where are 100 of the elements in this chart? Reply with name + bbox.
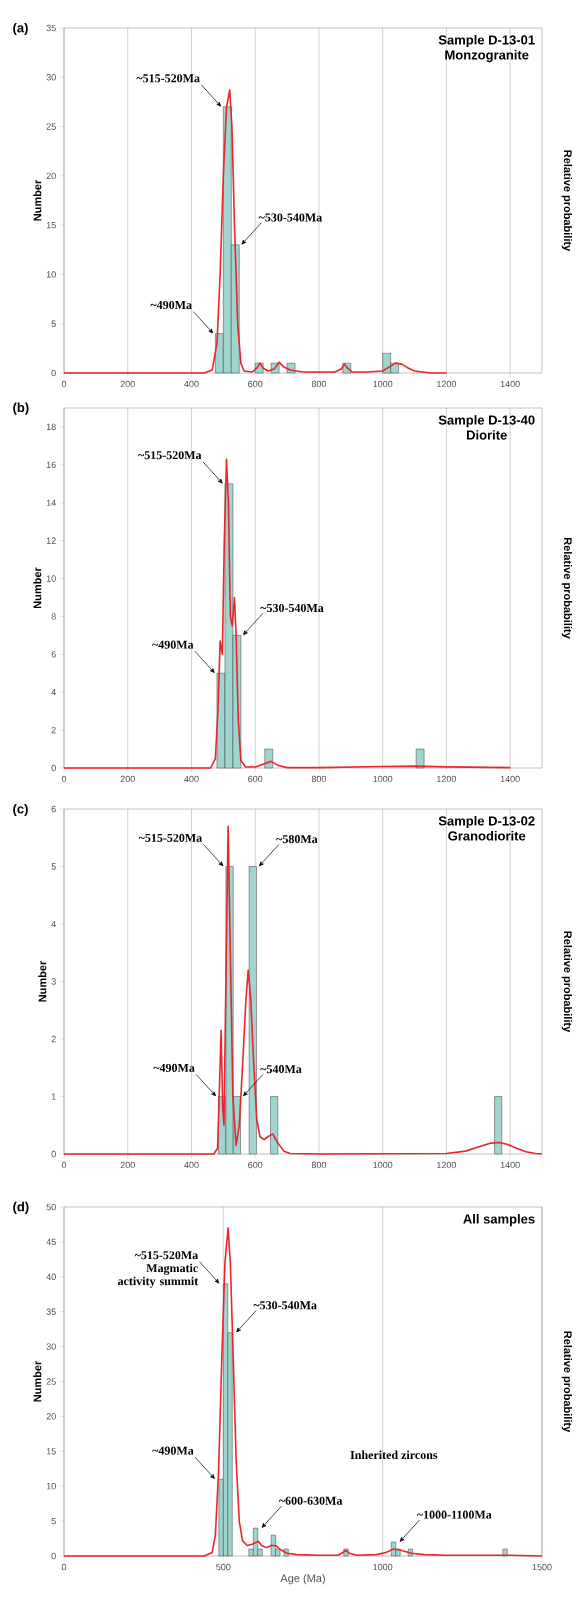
y-tick-label: 12 xyxy=(46,537,56,544)
y-tick-label: 25 xyxy=(46,1378,56,1385)
y-tick-label: 8 xyxy=(51,613,56,620)
annotation: ~530-540Ma xyxy=(258,213,323,222)
y-tick-label: 40 xyxy=(46,1273,56,1280)
y-tick-label: 3 xyxy=(51,978,56,985)
x-tick-label: 0 xyxy=(61,380,67,388)
text: (c) xyxy=(13,803,28,817)
annotation: ~580Ma xyxy=(276,835,318,844)
text: Monzogranite xyxy=(445,49,529,63)
annotation: ~540Ma xyxy=(260,1065,302,1074)
y-tick-label: 6 xyxy=(51,805,56,813)
x-tick-label: 0 xyxy=(61,1563,67,1571)
x-tick-label: 1400 xyxy=(500,775,520,783)
y-tick-label: 10 xyxy=(46,575,56,582)
x-tick-label: 800 xyxy=(311,775,327,783)
x-tick-label: 400 xyxy=(184,380,199,388)
x-tick-label: 1000 xyxy=(373,380,393,388)
x-tick-label: 800 xyxy=(311,1161,327,1169)
line-series xyxy=(63,89,448,374)
x-tick-label: 600 xyxy=(248,775,263,783)
x-tick-label: 1200 xyxy=(437,1161,457,1169)
y-tick-label: 2 xyxy=(51,726,56,734)
text: All samples xyxy=(463,1214,535,1227)
text: (d) xyxy=(13,1201,29,1214)
text: (b) xyxy=(13,402,29,415)
annotation: ~530-540Ma xyxy=(253,1301,317,1310)
y2-axis-title: Relative probability xyxy=(561,538,572,639)
y2-axis-title: Relative probability xyxy=(561,1331,572,1433)
x-tick-label: 0 xyxy=(61,775,67,783)
text: Sample D-13-40 xyxy=(438,415,535,428)
y-tick-label: 30 xyxy=(46,74,56,81)
y-axis-title: Number xyxy=(33,179,42,221)
x-tick-label: 1000 xyxy=(373,775,393,783)
y-tick-label: 15 xyxy=(46,1448,56,1455)
y-tick-label: 10 xyxy=(46,271,56,278)
annotation: ~490Ma xyxy=(153,1063,195,1072)
y2-axis-title: Relative probability xyxy=(561,150,572,252)
annotation: ~1000-1100Ma xyxy=(416,1510,492,1519)
y-tick-label: 0 xyxy=(51,369,56,377)
annotation: ~515-520Ma xyxy=(136,74,200,83)
y-tick-label: 35 xyxy=(46,1308,56,1315)
x-axis-title: Age (Ma) xyxy=(280,1574,325,1585)
y-tick-label: 0 xyxy=(51,1552,56,1560)
y-tick-label: 18 xyxy=(46,423,56,431)
annotation: ~515-520Ma xyxy=(138,451,202,460)
y-tick-label: 14 xyxy=(46,499,56,506)
y-axis-title: Number xyxy=(38,960,47,1002)
y-tick-label: 16 xyxy=(46,461,56,469)
x-tick-label: 1200 xyxy=(437,775,457,783)
annotation: ~600-630Ma xyxy=(278,1496,343,1505)
text: Sample D-13-01 xyxy=(438,34,535,48)
x-tick-label: 600 xyxy=(248,380,263,388)
x-tick-label: 400 xyxy=(184,1161,199,1169)
y-tick-label: 20 xyxy=(46,1413,56,1420)
text: Granodiorite xyxy=(448,830,526,841)
y-tick-label: 30 xyxy=(46,1343,56,1350)
x-tick-label: 200 xyxy=(120,380,135,388)
x-tick-label: 1400 xyxy=(500,1161,520,1169)
x-tick-label: 200 xyxy=(120,775,135,783)
y-tick-label: 6 xyxy=(51,651,56,658)
x-tick-label: 1000 xyxy=(373,1563,393,1571)
y-tick-label: 25 xyxy=(46,123,56,130)
y-tick-label: 2 xyxy=(51,1035,56,1043)
annotation: ~490Ma xyxy=(152,640,194,649)
y-tick-label: 4 xyxy=(51,920,56,928)
annotation: Inherited zircons xyxy=(350,1450,438,1460)
y-tick-label: 0 xyxy=(51,764,56,772)
y-tick-label: 1 xyxy=(51,1093,56,1100)
y-tick-label: 5 xyxy=(51,320,56,327)
y-tick-label: 50 xyxy=(46,1203,56,1211)
y-tick-label: 0 xyxy=(51,1150,56,1158)
y-axis-title: Number xyxy=(33,567,42,609)
x-tick-label: 1400 xyxy=(500,380,520,388)
text: Diorite xyxy=(466,430,507,440)
y-axis-title: Number xyxy=(33,1360,42,1402)
line-series xyxy=(63,1227,543,1557)
y-tick-label: 20 xyxy=(46,172,56,180)
y-tick-label: 10 xyxy=(46,1483,56,1490)
x-tick-label: 0 xyxy=(61,1161,67,1169)
x-tick-label: 1200 xyxy=(437,380,457,388)
y-tick-label: 5 xyxy=(51,1517,56,1525)
y-tick-label: 5 xyxy=(51,863,56,870)
x-tick-label: 200 xyxy=(120,1161,135,1169)
y-tick-label: 15 xyxy=(46,222,56,229)
text: Sample D-13-02 xyxy=(438,815,535,829)
annotation: ~490Ma xyxy=(152,1446,194,1455)
annotation: ~490Ma xyxy=(150,300,192,310)
x-tick-label: 400 xyxy=(184,775,199,783)
x-tick-label: 800 xyxy=(311,380,327,388)
y-tick-label: 4 xyxy=(51,689,56,696)
x-tick-label: 1000 xyxy=(373,1161,393,1169)
annotation: ~530-540Ma xyxy=(260,603,324,613)
y2-axis-title: Relative probability xyxy=(561,931,572,1033)
x-tick-label: 1500 xyxy=(532,1563,552,1571)
y-tick-label: 35 xyxy=(46,24,56,32)
text: (a) xyxy=(13,22,28,36)
x-tick-label: 600 xyxy=(248,1161,263,1169)
annotation: ~515-520Ma xyxy=(138,833,203,842)
y-tick-label: 45 xyxy=(46,1238,56,1246)
